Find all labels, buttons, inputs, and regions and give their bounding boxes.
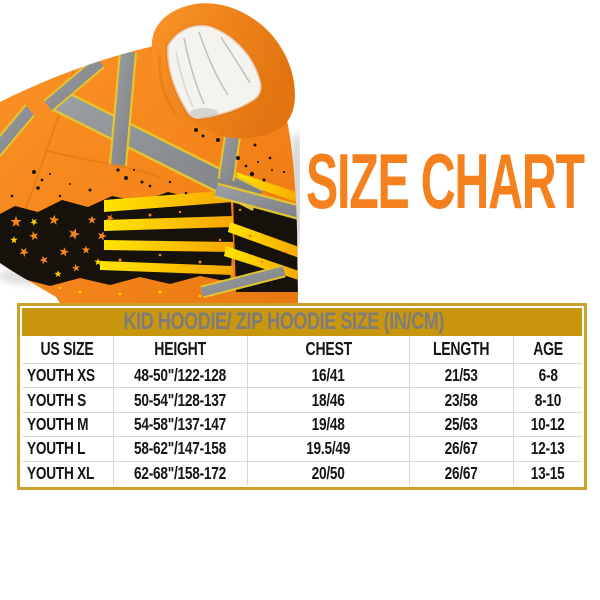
size-row-label: YOUTH XS [27, 365, 95, 386]
size-row-label: YOUTH M [27, 414, 89, 435]
height-cell: 54-58"/137-147 [112, 412, 247, 437]
left-vertical-stripe [108, 51, 138, 166]
black-speckles [10, 127, 286, 198]
col-header-length: LENGTH [408, 336, 513, 363]
length-cell: 25/63 [408, 412, 513, 437]
table-header-row: US SIZE HEIGHT CHEST LENGTH AGE [22, 336, 582, 363]
length-cell: 23/58 [408, 388, 513, 412]
lining-folds [175, 31, 251, 108]
table-row-youth-m: YOUTH M 54-58"/137-147 19/48 25/63 10-12 [22, 411, 582, 437]
chest-cell: 18/46 [247, 388, 409, 412]
size-chart-table: KID HOODIE/ ZIP HOODIE SIZE (IN/CM) US S… [17, 303, 587, 490]
hood [151, 3, 295, 139]
chest-cell: 16/41 [247, 364, 409, 388]
age-cell: 12-13 [513, 437, 582, 461]
table-title: KID HOODIE/ ZIP HOODIE SIZE (IN/CM) [123, 308, 445, 335]
table-row-youth-l: YOUTH L 58-62"/147-158 19.5/49 26/67 12-… [22, 436, 582, 461]
age-cell: 6-8 [513, 364, 582, 388]
reflective-stripes [0, 51, 298, 299]
height-cell: 58-62"/147-158 [112, 437, 247, 461]
col-header-age: AGE [513, 336, 582, 363]
size-row-label: YOUTH S [27, 389, 87, 410]
hood-lining [165, 23, 264, 121]
table-title-band: KID HOODIE/ ZIP HOODIE SIZE (IN/CM) [22, 308, 582, 336]
chest-cell: 19/48 [247, 412, 409, 437]
col-header-us-size: US SIZE [40, 339, 94, 359]
col-header-chest: CHEST [247, 336, 409, 363]
cuff-stripe [200, 264, 286, 299]
page-title: SIZE CHART [306, 137, 585, 225]
chest-cell: 20/50 [247, 461, 409, 486]
table-row-youth-xl: YOUTH XL 62-68"/158-172 20/50 26/67 13-1… [22, 460, 582, 486]
age-cell: 10-12 [513, 412, 582, 437]
left-sleeve-stripe [0, 104, 36, 158]
height-cell: 48-50"/122-128 [112, 364, 247, 388]
table-row-youth-xs: YOUTH XS 48-50"/122-128 16/41 21/53 6-8 [22, 363, 582, 388]
chest-cell: 19.5/49 [247, 437, 409, 461]
orange-speckles [118, 208, 288, 264]
table-row-youth-s: YOUTH S 50-54"/128-137 18/46 23/58 8-10 [22, 387, 582, 412]
length-cell: 26/67 [408, 461, 513, 486]
size-row-label: YOUTH L [27, 438, 86, 459]
hoodie-illustration [0, 3, 304, 304]
age-cell: 13-15 [513, 461, 582, 486]
flag-print [0, 172, 298, 292]
right-sleeve-stripe [214, 182, 298, 221]
height-cell: 62-68"/158-172 [112, 461, 247, 486]
height-cell: 50-54"/128-137 [112, 388, 247, 412]
age-cell: 8-10 [513, 388, 582, 412]
length-cell: 21/53 [408, 364, 513, 388]
hoodie-product-image [0, 0, 304, 304]
hem-speckles [58, 286, 202, 298]
size-row-label: YOUTH XL [27, 462, 95, 483]
length-cell: 26/67 [408, 437, 513, 461]
col-header-height: HEIGHT [112, 336, 247, 363]
